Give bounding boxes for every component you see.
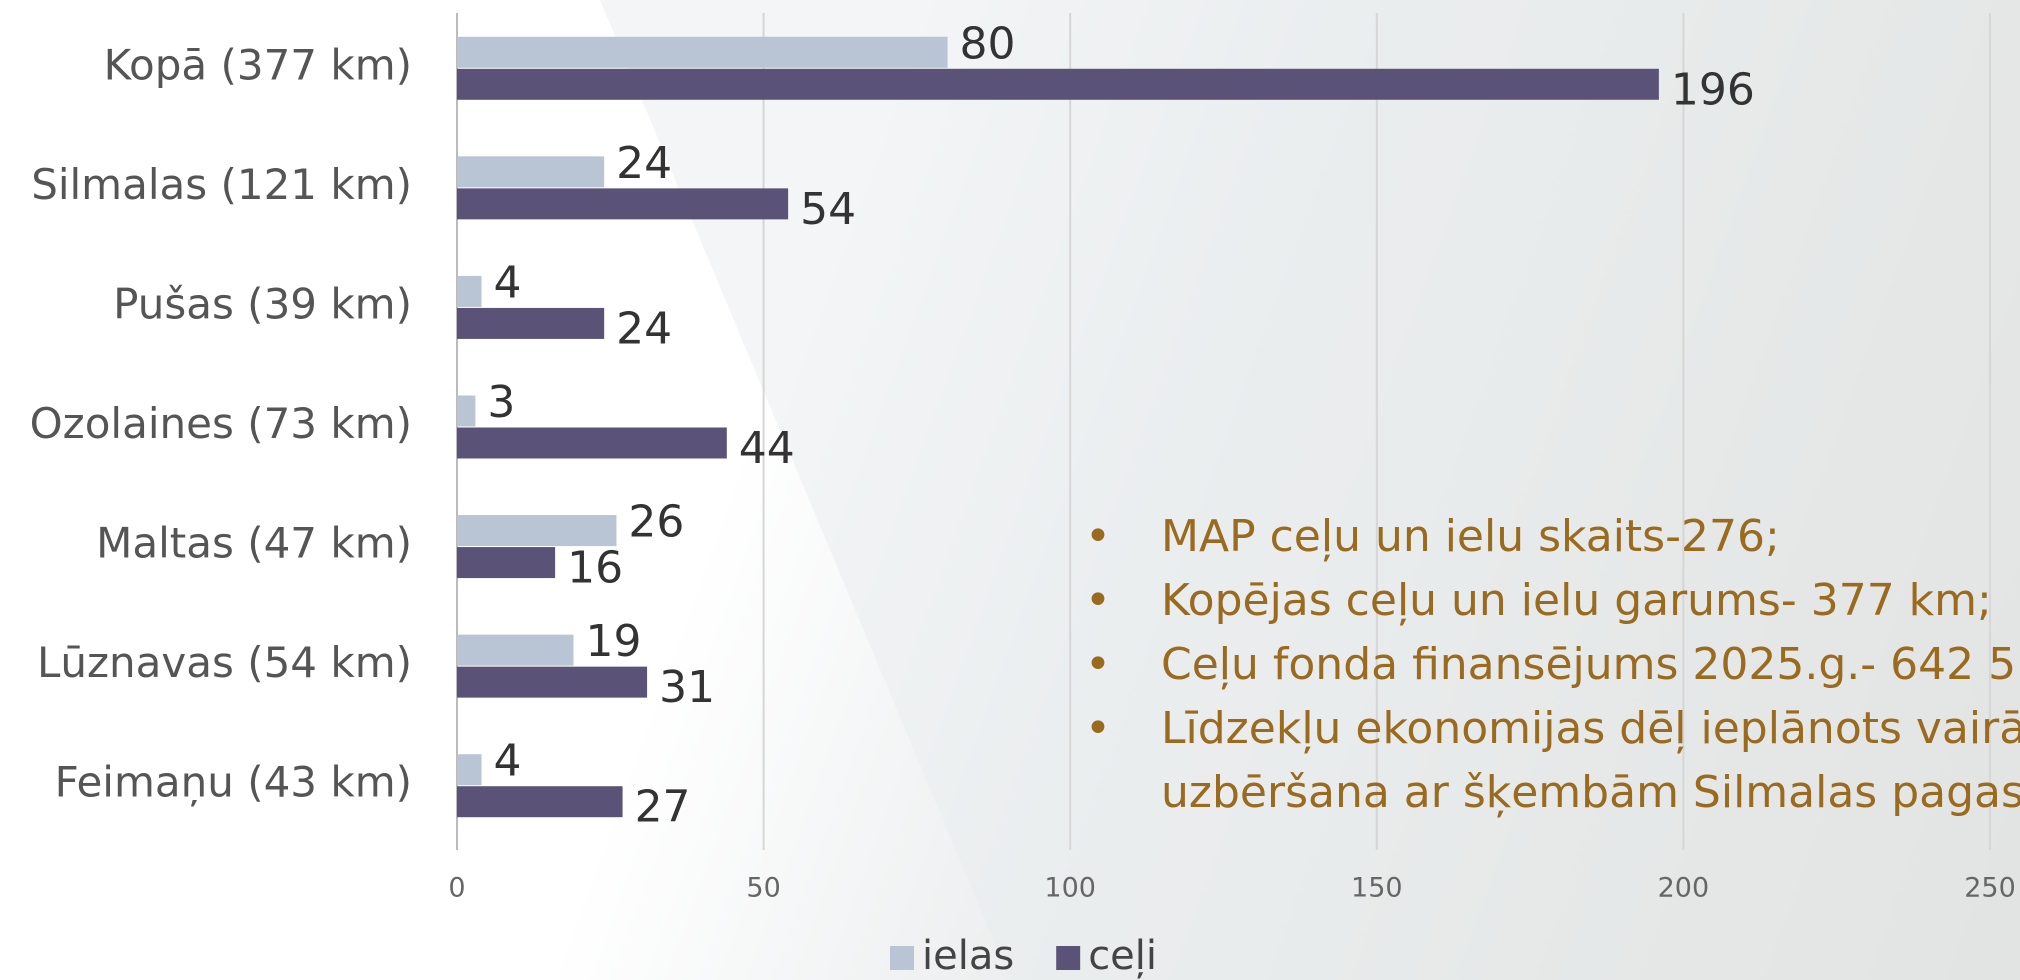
bar <box>457 308 604 339</box>
x-tick-label: 200 <box>1658 873 1710 904</box>
y-tick-label: Lūznavas (54 km) <box>37 638 412 687</box>
value-label: 4 <box>494 736 522 787</box>
bar <box>457 515 616 546</box>
bar <box>457 547 555 578</box>
bar <box>457 786 623 817</box>
value-label: 3 <box>487 377 515 428</box>
value-label: 54 <box>800 184 856 235</box>
bar <box>457 667 647 698</box>
legend-swatch <box>890 946 914 970</box>
bullet-list: MAP ceļu un ielu skaits-276;Kopējas ceļu… <box>1085 505 2020 825</box>
legend-label: ielas <box>922 933 1014 979</box>
x-tick-label: 150 <box>1351 873 1403 904</box>
chart: 0 50 100 150 200 250 Kopā (377 km) 80 196 Silmala… <box>0 0 2020 980</box>
bar <box>457 276 482 307</box>
value-label: 24 <box>616 138 672 189</box>
bullet: Kopējas ceļu un ielu garums- 377 km; <box>1085 569 2020 633</box>
value-label: 44 <box>739 423 795 474</box>
legend-swatch <box>1056 946 1080 970</box>
value-label: 31 <box>659 662 715 713</box>
slide: 0 50 100 150 200 250 Kopā (377 km) 80 196 Silmala… <box>0 0 2020 980</box>
bullet: MAP ceļu un ielu skaits-276; <box>1085 505 2020 569</box>
y-tick-label: Maltas (47 km) <box>96 519 412 568</box>
value-label: 26 <box>628 497 684 548</box>
bar <box>457 188 788 219</box>
legend-label: ceļi <box>1088 933 1157 979</box>
y-tick-label: Silmalas (121 km) <box>31 160 412 209</box>
bullet-line: Līdzekļu ekonomijas dēļ ieplānots vairā <box>1161 697 2020 761</box>
bullet: Līdzekļu ekonomijas dēļ ieplānots vairāu… <box>1085 697 2020 825</box>
bar <box>457 156 604 187</box>
bar <box>457 635 574 666</box>
value-label: 4 <box>494 257 522 308</box>
x-tick-label: 100 <box>1044 873 1096 904</box>
bar <box>457 754 482 785</box>
value-label: 24 <box>616 303 672 354</box>
bar <box>457 396 475 427</box>
y-tick-label: Feimaņu (43 km) <box>55 758 412 807</box>
bar <box>457 37 948 68</box>
x-tick-label: 0 <box>448 873 465 904</box>
value-label: 196 <box>1671 64 1755 115</box>
y-tick-label: Pušas (39 km) <box>113 279 412 328</box>
bullet-line: Kopējas ceļu un ielu garums- 377 km; <box>1161 569 2020 633</box>
background-shape <box>600 0 2020 980</box>
value-label: 80 <box>960 18 1016 69</box>
x-tick-label: 250 <box>1964 873 2016 904</box>
bar <box>457 428 727 459</box>
y-tick-label: Kopā (377 km) <box>104 40 412 89</box>
x-tick-label: 50 <box>746 873 780 904</box>
bar <box>457 69 1659 100</box>
value-label: 27 <box>635 782 691 833</box>
y-tick-label: Ozolaines (73 km) <box>30 399 412 448</box>
bullet-line: uzbēršana ar šķembām Silmalas pagas <box>1161 761 2020 825</box>
value-label: 16 <box>567 543 623 594</box>
bullet-line: Ceļu fonda finansējums 2025.g.- 642 5 <box>1161 633 2020 697</box>
bullet-line: MAP ceļu un ielu skaits-276; <box>1161 505 2020 569</box>
bullet: Ceļu fonda finansējums 2025.g.- 642 5 <box>1085 633 2020 697</box>
value-label: 19 <box>586 616 642 667</box>
